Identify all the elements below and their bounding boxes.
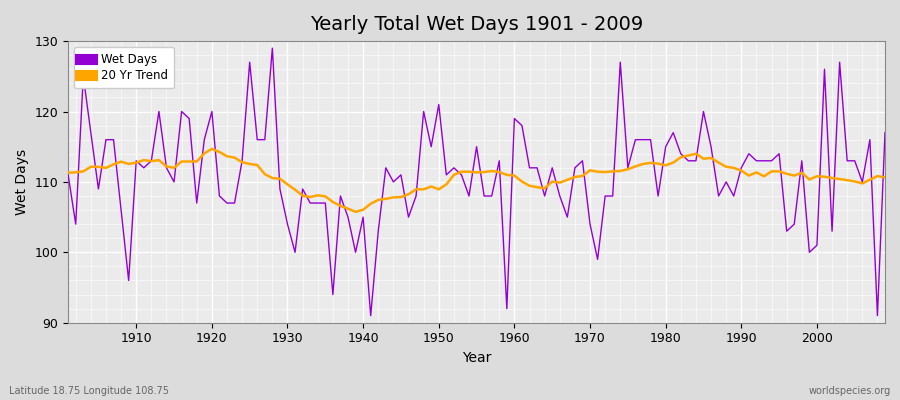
Text: worldspecies.org: worldspecies.org [809, 386, 891, 396]
Wet Days [517, 123, 527, 128]
X-axis label: Year: Year [462, 351, 491, 365]
Wet Days [123, 278, 134, 283]
Legend: Wet Days, 20 Yr Trend: Wet Days, 20 Yr Trend [74, 47, 174, 88]
20 Yr Trend [206, 146, 217, 151]
Wet Days [524, 166, 535, 170]
Wet Days [365, 313, 376, 318]
Title: Yearly Total Wet Days 1901 - 2009: Yearly Total Wet Days 1901 - 2009 [310, 15, 644, 34]
20 Yr Trend [350, 210, 361, 214]
20 Yr Trend [517, 179, 527, 184]
Wet Days [615, 60, 626, 65]
Text: Latitude 18.75 Longitude 108.75: Latitude 18.75 Longitude 108.75 [9, 386, 169, 396]
20 Yr Trend [879, 175, 890, 180]
20 Yr Trend [297, 193, 308, 198]
Y-axis label: Wet Days: Wet Days [15, 149, 29, 215]
20 Yr Trend [343, 206, 354, 211]
20 Yr Trend [524, 183, 535, 188]
Wet Days [879, 130, 890, 135]
20 Yr Trend [615, 169, 626, 174]
Wet Days [63, 172, 74, 177]
Line: 20 Yr Trend: 20 Yr Trend [68, 149, 885, 212]
Wet Days [297, 186, 308, 191]
Wet Days [343, 215, 354, 220]
Wet Days [267, 46, 278, 50]
20 Yr Trend [63, 170, 74, 175]
20 Yr Trend [123, 162, 134, 166]
Line: Wet Days: Wet Days [68, 48, 885, 316]
